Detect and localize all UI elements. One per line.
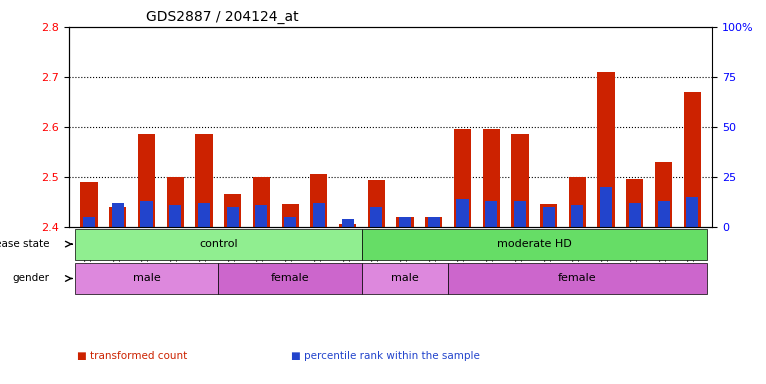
Bar	[80, 182, 98, 227]
FancyBboxPatch shape	[362, 263, 448, 294]
Text: ■ transformed count: ■ transformed count	[77, 351, 187, 361]
Bar	[195, 134, 213, 227]
Bar	[542, 207, 555, 227]
FancyBboxPatch shape	[448, 263, 706, 294]
Bar	[657, 201, 669, 227]
Bar	[512, 134, 529, 227]
Bar	[600, 187, 612, 227]
Bar	[457, 199, 469, 227]
Bar	[282, 204, 299, 227]
Text: female: female	[558, 273, 597, 283]
FancyBboxPatch shape	[362, 228, 706, 260]
Bar	[425, 217, 443, 227]
Bar	[198, 203, 210, 227]
Bar	[597, 72, 615, 227]
Bar	[224, 194, 241, 227]
Bar	[399, 217, 411, 227]
Bar	[310, 174, 328, 227]
Text: male: male	[391, 273, 419, 283]
Bar	[370, 207, 382, 227]
Text: GDS2887 / 204124_at: GDS2887 / 204124_at	[146, 10, 299, 25]
Text: male: male	[133, 273, 160, 283]
Bar	[629, 203, 641, 227]
Bar	[683, 92, 701, 227]
Bar	[227, 207, 239, 227]
Bar	[83, 217, 95, 227]
Text: ■ percentile rank within the sample: ■ percentile rank within the sample	[291, 351, 480, 361]
Bar	[397, 217, 414, 227]
Bar	[140, 201, 152, 227]
Bar	[540, 204, 558, 227]
Bar	[169, 205, 182, 227]
Bar	[112, 203, 124, 227]
Text: female: female	[271, 273, 309, 283]
Bar	[253, 177, 270, 227]
FancyBboxPatch shape	[75, 263, 218, 294]
Bar	[627, 179, 643, 227]
Text: control: control	[199, 239, 237, 249]
Bar	[568, 177, 586, 227]
FancyBboxPatch shape	[75, 228, 362, 260]
Bar	[655, 162, 673, 227]
Bar	[313, 203, 325, 227]
Bar	[110, 207, 126, 227]
Bar	[368, 180, 385, 227]
Text: gender: gender	[12, 273, 50, 283]
Bar	[255, 205, 267, 227]
FancyBboxPatch shape	[218, 263, 362, 294]
Text: moderate HD: moderate HD	[497, 239, 571, 249]
Bar	[284, 217, 296, 227]
Bar	[514, 201, 526, 227]
Bar	[686, 197, 699, 227]
Bar	[485, 201, 497, 227]
Bar	[571, 205, 584, 227]
Bar	[167, 177, 184, 227]
Bar	[483, 129, 500, 227]
Text: disease state: disease state	[0, 239, 50, 249]
Bar	[342, 219, 354, 227]
Bar	[138, 134, 155, 227]
Bar	[339, 224, 356, 227]
Bar	[453, 129, 471, 227]
Bar	[427, 217, 440, 227]
